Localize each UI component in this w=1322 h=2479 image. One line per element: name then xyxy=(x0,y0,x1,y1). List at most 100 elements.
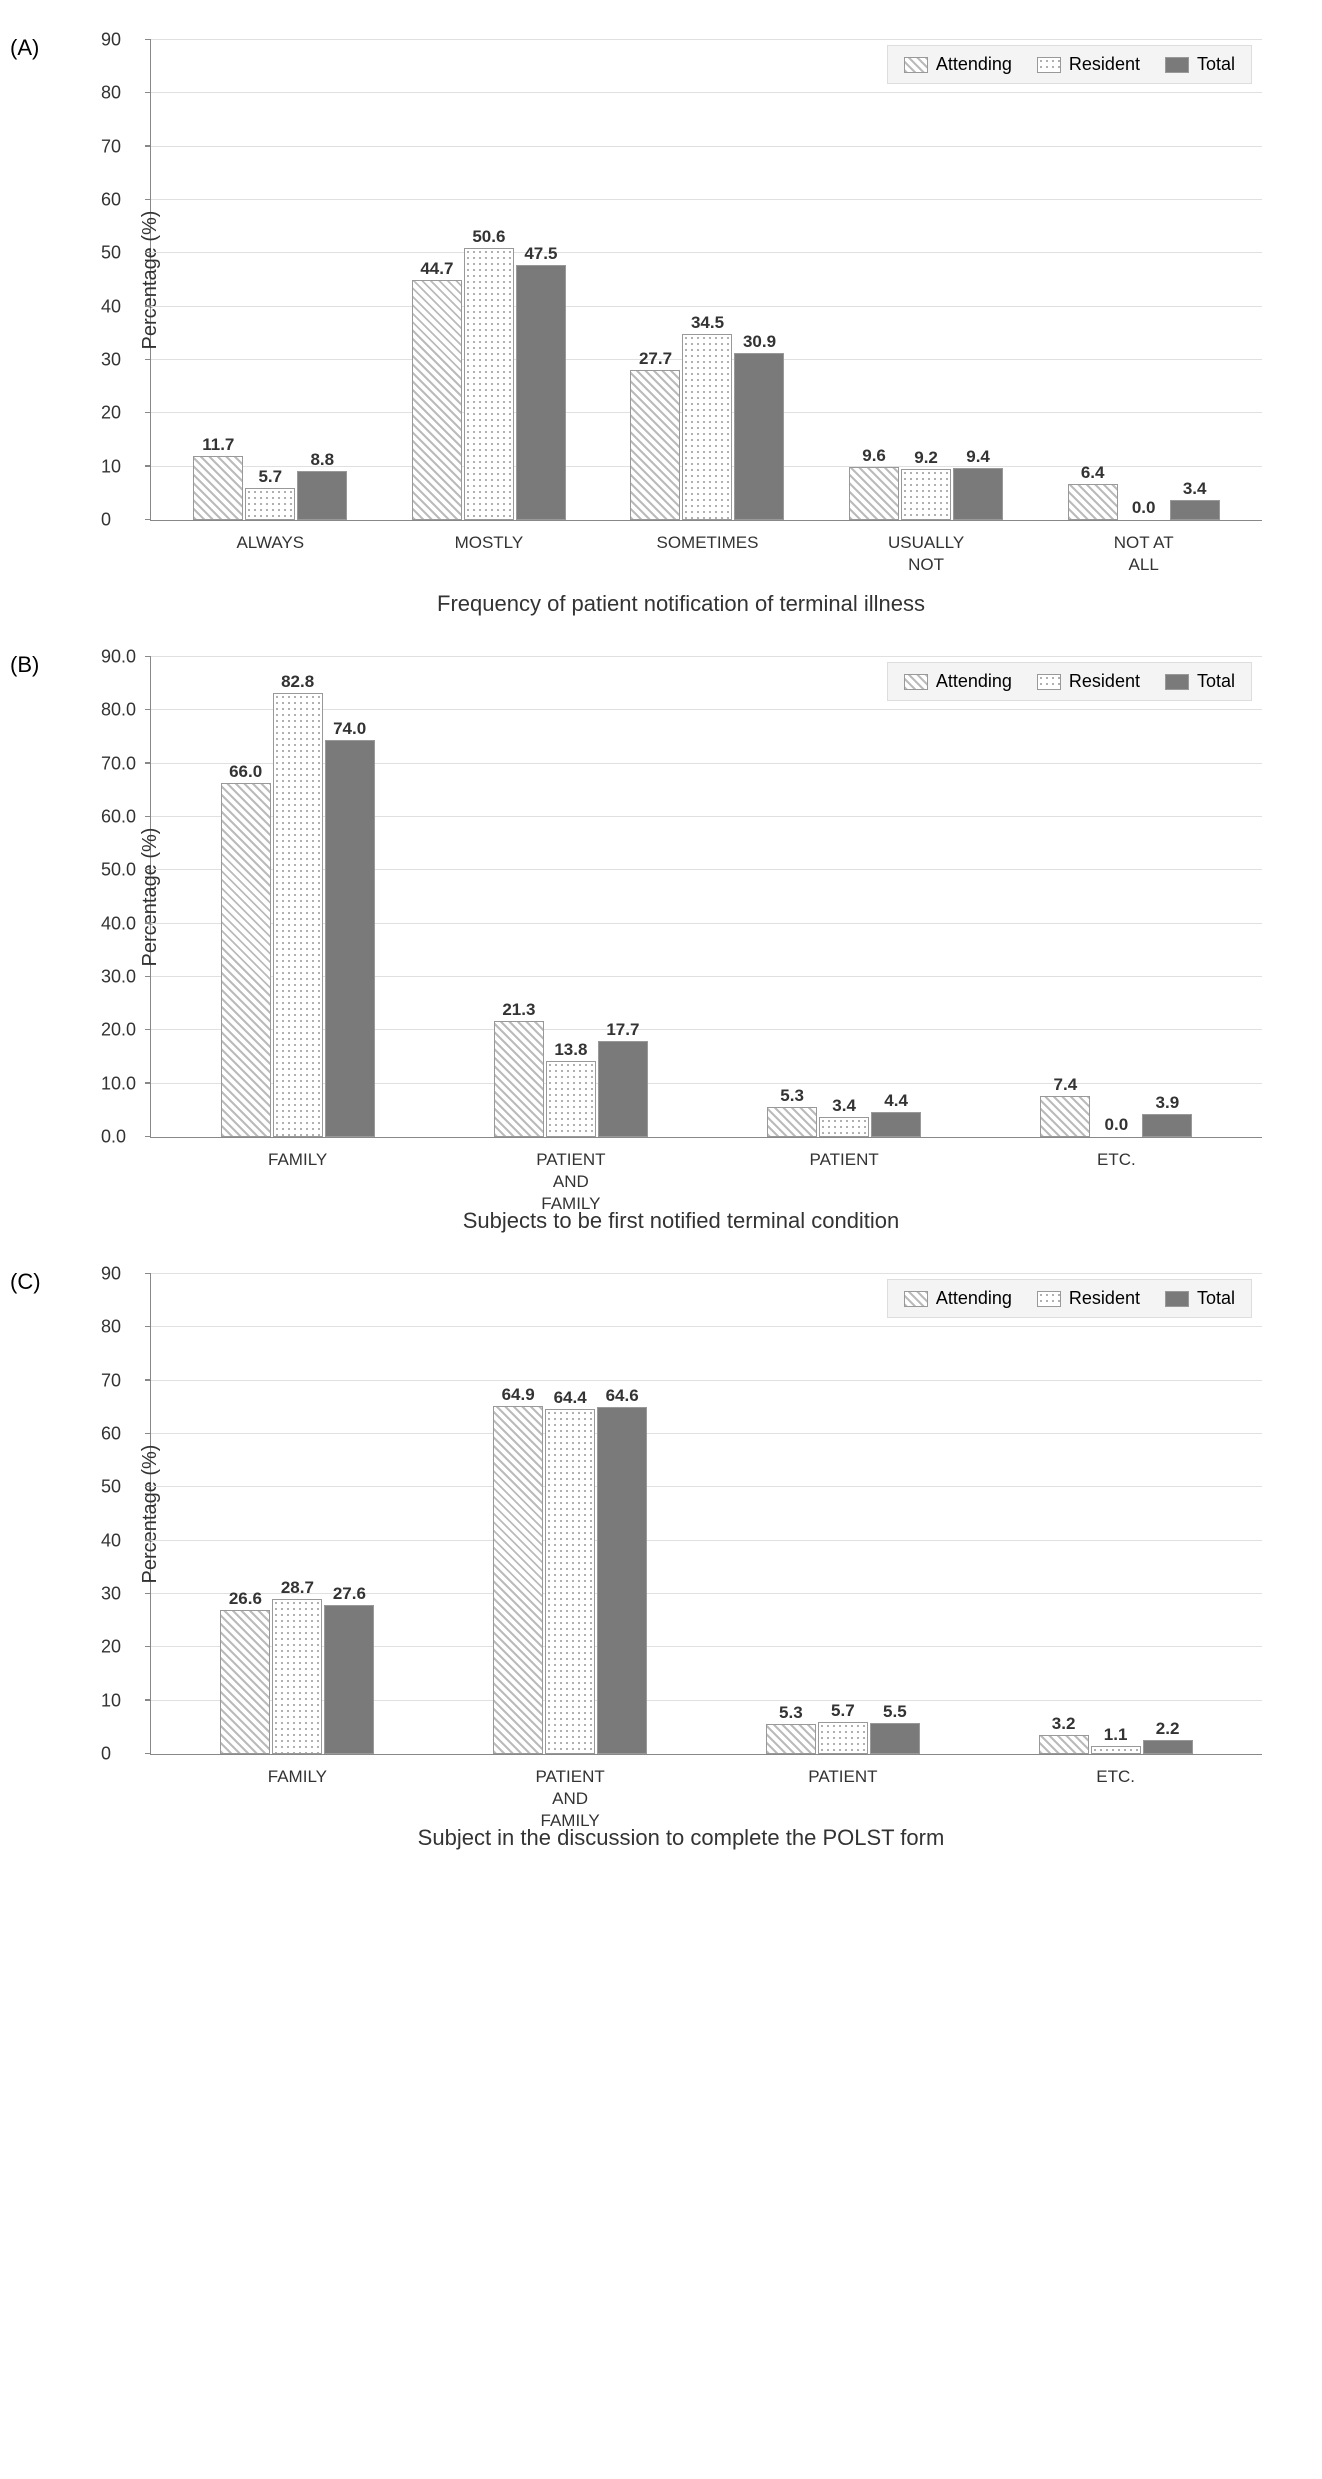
bar: 34.5 xyxy=(682,334,732,520)
y-tick: 20.0 xyxy=(101,1020,136,1041)
bar-value-label: 3.9 xyxy=(1156,1093,1180,1136)
legend-label: Total xyxy=(1197,54,1235,75)
y-tick: 70 xyxy=(101,1370,121,1391)
bar-group: 5.35.75.5PATIENT xyxy=(766,1274,920,1754)
legend-swatch xyxy=(1037,674,1061,690)
y-tick: 70.0 xyxy=(101,753,136,774)
bar: 82.8 xyxy=(273,693,323,1137)
bar-group: 66.082.874.0FAMILY xyxy=(221,657,375,1137)
legend-swatch xyxy=(904,1291,928,1307)
bar-value-label: 5.7 xyxy=(831,1701,855,1753)
bar-group: 21.313.817.7PATIENT AND FAMILY xyxy=(494,657,648,1137)
bar-value-label: 9.4 xyxy=(966,447,990,519)
y-tick: 80 xyxy=(101,83,121,104)
bar-value-label: 6.4 xyxy=(1081,463,1105,519)
category-label: MOSTLY xyxy=(455,532,524,554)
y-tick: 10 xyxy=(101,1690,121,1711)
bar: 6.4 xyxy=(1068,484,1118,520)
y-tick: 0 xyxy=(101,510,111,531)
legend-item: Total xyxy=(1165,1288,1235,1309)
bar-group: 7.40.03.9ETC. xyxy=(1040,657,1192,1137)
legend-item: Attending xyxy=(904,54,1012,75)
bar: 64.4 xyxy=(545,1409,595,1754)
y-tick: 60 xyxy=(101,1424,121,1445)
panel-C: (C)Percentage (%)AttendingResidentTotal0… xyxy=(20,1274,1302,1851)
bar-value-label: 0.0 xyxy=(1132,498,1156,520)
y-tick: 20 xyxy=(101,403,121,424)
legend: Attending Resident Total xyxy=(887,45,1252,84)
y-tick: 70 xyxy=(101,136,121,157)
legend-swatch xyxy=(1165,57,1189,73)
bar-value-label: 50.6 xyxy=(472,227,505,519)
bar: 3.9 xyxy=(1142,1114,1192,1137)
bar: 5.3 xyxy=(767,1107,817,1137)
legend-item: Attending xyxy=(904,1288,1012,1309)
bar: 30.9 xyxy=(734,353,784,520)
category-label: ETC. xyxy=(1096,1766,1135,1788)
bar-value-label: 26.6 xyxy=(229,1589,262,1753)
y-tick: 80 xyxy=(101,1317,121,1338)
legend-swatch xyxy=(904,674,928,690)
legend-item: Total xyxy=(1165,671,1235,692)
bar-group: 9.69.29.4USUALLY NOT xyxy=(849,40,1003,520)
bar-value-label: 27.7 xyxy=(639,349,672,519)
y-tick: 60 xyxy=(101,190,121,211)
legend-swatch xyxy=(904,57,928,73)
category-label: NOT AT ALL xyxy=(1106,532,1182,576)
legend-swatch xyxy=(1037,1291,1061,1307)
category-label: PATIENT AND FAMILY xyxy=(532,1766,609,1832)
y-tick: 10 xyxy=(101,456,121,477)
bar: 4.4 xyxy=(871,1112,921,1137)
panel-label: (B) xyxy=(10,652,39,678)
bar: 3.2 xyxy=(1039,1735,1089,1754)
y-tick: 40 xyxy=(101,1530,121,1551)
chart-container: Percentage (%)AttendingResidentTotal0102… xyxy=(60,1274,1302,1851)
legend-swatch xyxy=(1165,674,1189,690)
chart-area: Percentage (%)AttendingResidentTotal0102… xyxy=(150,1274,1262,1755)
bar-value-label: 27.6 xyxy=(333,1584,366,1753)
x-axis-label: Subjects to be first notified terminal c… xyxy=(60,1208,1302,1234)
bar-value-label: 5.3 xyxy=(780,1086,804,1136)
bar-group: 44.750.647.5MOSTLY xyxy=(412,40,566,520)
bar: 28.7 xyxy=(272,1599,322,1754)
bar-value-label: 3.2 xyxy=(1052,1714,1076,1753)
bar-value-label: 11.7 xyxy=(202,435,234,519)
legend-swatch xyxy=(1165,1291,1189,1307)
y-tick: 50 xyxy=(101,243,121,264)
category-label: SOMETIMES xyxy=(656,532,758,554)
bar-value-label: 3.4 xyxy=(832,1096,856,1136)
bar-value-label: 8.8 xyxy=(310,450,334,519)
bar: 7.4 xyxy=(1040,1096,1090,1137)
bar-group: 27.734.530.9SOMETIMES xyxy=(630,40,784,520)
bar: 17.7 xyxy=(598,1041,648,1137)
bar: 44.7 xyxy=(412,280,462,520)
chart-root: (A)Percentage (%)AttendingResidentTotal0… xyxy=(20,40,1302,1851)
category-label: ETC. xyxy=(1097,1149,1136,1171)
bar-value-label: 5.7 xyxy=(258,467,282,519)
bar-value-label: 13.8 xyxy=(554,1040,587,1136)
legend-label: Attending xyxy=(936,671,1012,692)
y-tick: 0 xyxy=(101,1744,111,1765)
bar: 9.4 xyxy=(953,468,1003,520)
bar: 27.6 xyxy=(324,1605,374,1754)
bar: 74.0 xyxy=(325,740,375,1137)
bar-group: 6.40.03.4NOT AT ALL xyxy=(1068,40,1220,520)
bar: 1.1 xyxy=(1091,1746,1141,1754)
legend-item: Resident xyxy=(1037,54,1140,75)
y-tick: 30 xyxy=(101,350,121,371)
bar-value-label: 4.4 xyxy=(884,1091,908,1136)
bar: 47.5 xyxy=(516,265,566,520)
bar: 50.6 xyxy=(464,248,514,520)
bar: 3.4 xyxy=(819,1117,869,1137)
bar: 64.9 xyxy=(493,1406,543,1754)
y-tick: 0.0 xyxy=(101,1127,126,1148)
bar-value-label: 5.5 xyxy=(883,1702,907,1753)
bar-value-label: 82.8 xyxy=(281,672,314,1136)
bar-group: 11.75.78.8ALWAYS xyxy=(193,40,347,520)
y-tick: 90 xyxy=(101,1264,121,1285)
y-tick: 30.0 xyxy=(101,967,136,988)
y-tick: 90 xyxy=(101,30,121,51)
legend-item: Resident xyxy=(1037,671,1140,692)
legend-swatch xyxy=(1037,57,1061,73)
bar-value-label: 7.4 xyxy=(1054,1075,1078,1136)
